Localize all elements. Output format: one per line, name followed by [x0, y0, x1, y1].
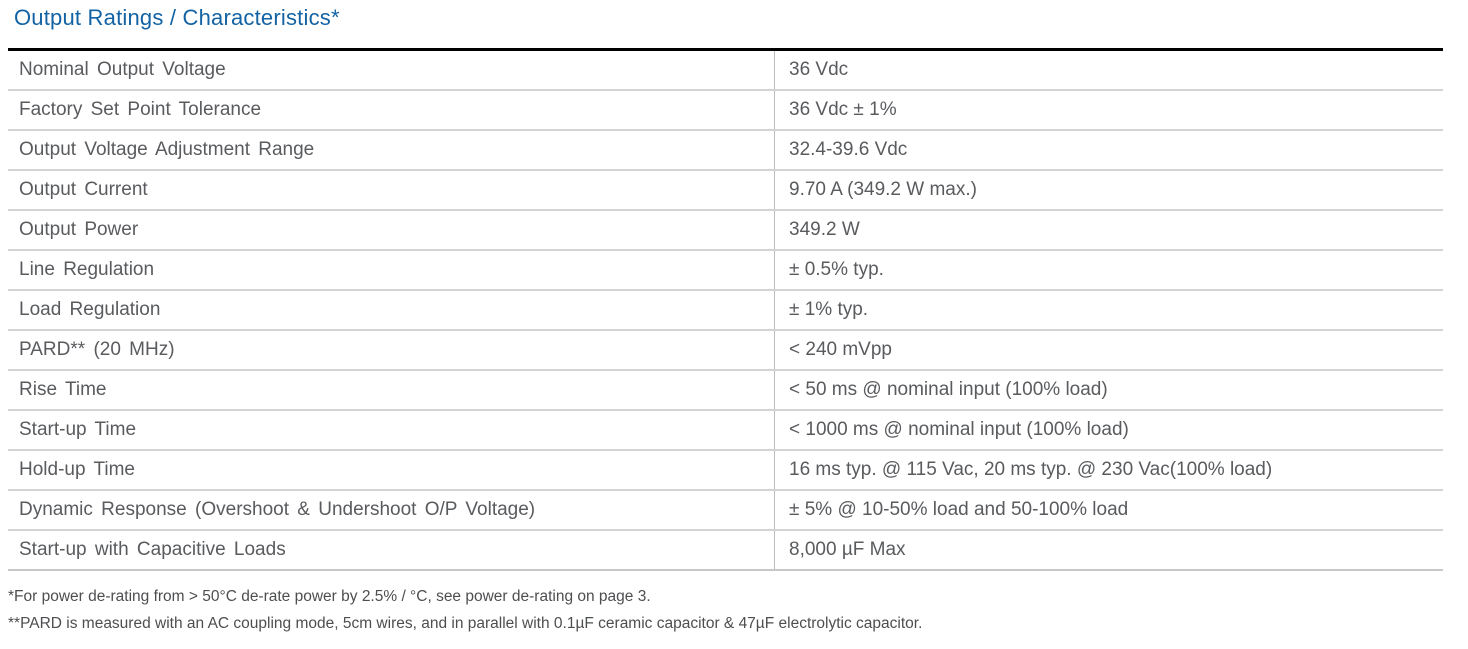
spec-value: ± 1% typ.	[789, 299, 869, 320]
spec-value: 16 ms typ. @ 115 Vac, 20 ms typ. @ 230 V…	[789, 459, 1273, 480]
spec-table: Nominal Output Voltage 36 Vdc Factory Se…	[8, 48, 1443, 571]
spec-label: Output Voltage Adjustment Range	[8, 131, 775, 169]
spec-value: ± 0.5% typ.	[789, 259, 884, 280]
spec-value: 36 Vdc	[789, 59, 849, 80]
datasheet-page: Output Ratings / Characteristics* Nomina…	[0, 5, 1468, 649]
spec-row: Output Voltage Adjustment Range 32.4-39.…	[8, 131, 1443, 171]
spec-label: Output Current	[8, 171, 775, 209]
spec-label: Factory Set Point Tolerance	[8, 91, 775, 129]
spec-row: Hold-up Time 16 ms typ. @ 115 Vac, 20 ms…	[8, 451, 1443, 491]
spec-label: Hold-up Time	[8, 451, 775, 489]
footnote: **PARD is measured with an AC coupling m…	[8, 615, 923, 632]
spec-row: Rise Time < 50 ms @ nominal input (100% …	[8, 371, 1443, 411]
spec-value: < 50 ms @ nominal input (100% load)	[789, 379, 1108, 400]
spec-label: Start-up with Capacitive Loads	[8, 531, 775, 569]
spec-row: PARD** (20 MHz) < 240 mVpp	[8, 331, 1443, 371]
spec-label: Nominal Output Voltage	[8, 51, 775, 89]
spec-label: Output Power	[8, 211, 775, 249]
spec-label: Rise Time	[8, 371, 775, 409]
spec-value: < 1000 ms @ nominal input (100% load)	[789, 419, 1129, 440]
spec-value: 349.2 W	[789, 219, 860, 240]
spec-value: 36 Vdc ± 1%	[789, 99, 897, 120]
spec-row: Factory Set Point Tolerance 36 Vdc ± 1%	[8, 91, 1443, 131]
spec-row: Line Regulation ± 0.5% typ.	[8, 251, 1443, 291]
spec-label: Load Regulation	[8, 291, 775, 329]
spec-label: Dynamic Response (Overshoot & Undershoot…	[8, 491, 775, 529]
spec-value: 32.4-39.6 Vdc	[789, 139, 908, 160]
spec-label: PARD** (20 MHz)	[8, 331, 775, 369]
spec-row: Start-up Time < 1000 ms @ nominal input …	[8, 411, 1443, 451]
spec-row: Dynamic Response (Overshoot & Undershoot…	[8, 491, 1443, 531]
spec-row: Nominal Output Voltage 36 Vdc	[8, 51, 1443, 91]
spec-label: Line Regulation	[8, 251, 775, 289]
spec-row: Output Current 9.70 A (349.2 W max.)	[8, 171, 1443, 211]
spec-value: ± 5% @ 10-50% load and 50-100% load	[789, 499, 1129, 520]
spec-value: 9.70 A (349.2 W max.)	[789, 179, 977, 200]
spec-row: Output Power 349.2 W	[8, 211, 1443, 251]
footnotes: *For power de-rating from > 50°C de-rate…	[8, 583, 1468, 637]
section-title: Output Ratings / Characteristics*	[14, 5, 340, 30]
footnote: *For power de-rating from > 50°C de-rate…	[8, 588, 651, 605]
spec-label: Start-up Time	[8, 411, 775, 449]
spec-row: Start-up with Capacitive Loads 8,000 µF …	[8, 531, 1443, 571]
spec-row: Load Regulation ± 1% typ.	[8, 291, 1443, 331]
spec-value: 8,000 µF Max	[789, 539, 906, 560]
spec-value: < 240 mVpp	[789, 339, 892, 360]
